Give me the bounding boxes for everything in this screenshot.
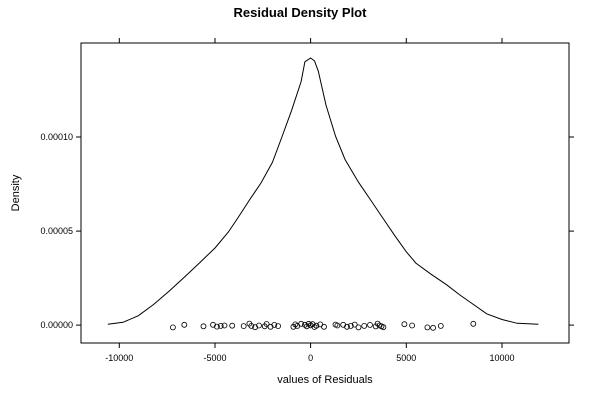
residual-point [424, 324, 431, 331]
x-tick-label: 0 [308, 353, 313, 363]
residual-point [380, 324, 387, 331]
density-curve [107, 57, 539, 325]
residual-point [256, 322, 262, 329]
residual-point [217, 322, 224, 329]
residual-point [305, 320, 312, 327]
residual-point [301, 321, 308, 328]
chart-title: Residual Density Plot [234, 5, 368, 20]
residual-point [367, 321, 373, 328]
y-tick-label: 0.00000 [40, 320, 73, 330]
residual-point [401, 321, 408, 328]
residual-point [213, 323, 220, 330]
residual-point [321, 323, 327, 330]
residual-point [355, 324, 362, 331]
residual-point [229, 322, 236, 329]
residual-point [437, 322, 444, 329]
x-tick-label: -5000 [203, 353, 226, 363]
residual-point [271, 321, 278, 328]
residual-point [263, 321, 270, 327]
x-tick-label: -10000 [105, 353, 133, 363]
residual-point [248, 322, 255, 329]
residual-point [409, 322, 416, 329]
residual-point [361, 322, 368, 329]
y-tick-label: 0.00010 [40, 132, 73, 142]
residual-point [351, 321, 358, 328]
residual-point [334, 322, 341, 329]
residual-point [169, 324, 176, 331]
y-axis-left: 0.00000 0.00005 0.00010 [40, 132, 81, 330]
x-axis-top [118, 38, 503, 43]
residual-point [430, 324, 437, 331]
residual-point [200, 323, 207, 330]
residual-point [347, 322, 354, 329]
residual-point [344, 323, 350, 330]
y-axis-title: Density [10, 174, 22, 211]
residual-points [169, 320, 477, 331]
x-axis-bottom: -10000 -5000 0 5000 10000 [105, 343, 515, 363]
residual-point [298, 320, 305, 327]
y-tick-label: 0.00005 [40, 226, 73, 236]
residual-point [221, 322, 228, 329]
residual-point [470, 320, 477, 327]
plot-frame [80, 42, 570, 344]
residual-point [374, 320, 381, 327]
x-axis-title: values of Residuals [277, 374, 373, 386]
y-axis-right [569, 136, 574, 326]
residual-point [181, 321, 188, 328]
residual-point [275, 323, 282, 330]
x-tick-label: 10000 [489, 353, 514, 363]
x-tick-label: 5000 [396, 353, 416, 363]
residual-point [313, 322, 320, 329]
residual-point [240, 323, 247, 330]
residual-point [252, 324, 259, 331]
